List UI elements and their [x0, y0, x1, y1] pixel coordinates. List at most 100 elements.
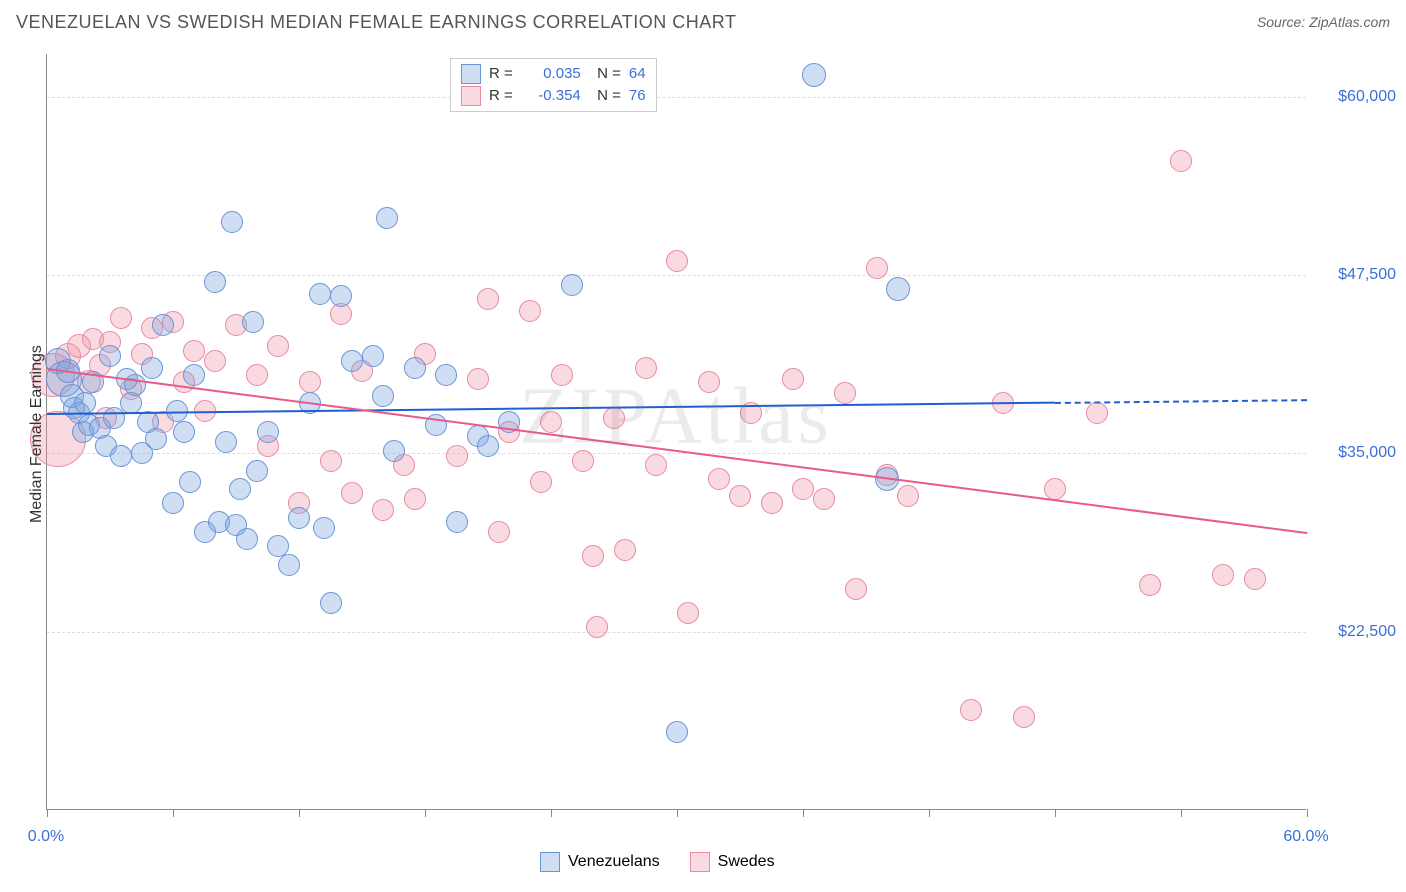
data-point [278, 554, 300, 576]
gridline [47, 275, 1306, 276]
legend-row: R =0.035 N =64 [461, 63, 646, 85]
data-point [267, 335, 289, 357]
data-point [124, 374, 146, 396]
ytick-label: $35,000 [1316, 444, 1396, 462]
legend-n-value: 76 [629, 85, 646, 107]
data-point [845, 578, 867, 600]
xtick-mark [1055, 809, 1056, 817]
gridline [47, 453, 1306, 454]
ytick-label: $60,000 [1316, 88, 1396, 106]
data-point [330, 285, 352, 307]
legend-series-name: Venezuelans [568, 853, 660, 871]
legend-r-label: R = [489, 63, 513, 85]
data-point [372, 499, 394, 521]
xtick-label: 60.0% [1283, 828, 1328, 846]
trendline [1055, 399, 1307, 404]
data-point [446, 445, 468, 467]
trendline [47, 368, 1307, 534]
data-point [866, 257, 888, 279]
legend-n-label: N = [589, 85, 621, 107]
legend-swatch [540, 852, 560, 872]
data-point [179, 471, 201, 493]
data-point [834, 382, 856, 404]
data-point [246, 460, 268, 482]
data-point [162, 492, 184, 514]
data-point [383, 440, 405, 462]
series-legend: Venezuelans Swedes [540, 852, 775, 872]
chart-title: VENEZUELAN VS SWEDISH MEDIAN FEMALE EARN… [16, 12, 736, 33]
data-point [666, 721, 688, 743]
data-point [813, 488, 835, 510]
data-point [99, 345, 121, 367]
legend-item: Swedes [690, 852, 775, 872]
data-point [530, 471, 552, 493]
data-point [960, 699, 982, 721]
xtick-mark [299, 809, 300, 817]
data-point [341, 350, 363, 372]
gridline [47, 97, 1306, 98]
legend-n-label: N = [589, 63, 621, 85]
data-point [477, 288, 499, 310]
data-point [1086, 402, 1108, 424]
data-point [519, 300, 541, 322]
title-bar: VENEZUELAN VS SWEDISH MEDIAN FEMALE EARN… [0, 0, 1406, 44]
data-point [708, 468, 730, 490]
legend-swatch [461, 86, 481, 106]
data-point [204, 350, 226, 372]
data-point [404, 488, 426, 510]
data-point [404, 357, 426, 379]
data-point [586, 616, 608, 638]
xtick-mark [425, 809, 426, 817]
xtick-mark [1307, 809, 1308, 817]
xtick-mark [47, 809, 48, 817]
data-point [309, 283, 331, 305]
data-point [582, 545, 604, 567]
data-point [698, 371, 720, 393]
data-point [645, 454, 667, 476]
data-point [729, 485, 751, 507]
data-point [802, 63, 826, 87]
data-point [204, 271, 226, 293]
data-point [1013, 706, 1035, 728]
data-point [145, 428, 167, 450]
xtick-mark [929, 809, 930, 817]
data-point [635, 357, 657, 379]
data-point [376, 207, 398, 229]
data-point [183, 364, 205, 386]
data-point [886, 277, 910, 301]
data-point [173, 421, 195, 443]
gridline [47, 632, 1306, 633]
data-point [677, 602, 699, 624]
plot-area: $22,500$35,000$47,500$60,000 [46, 54, 1306, 810]
data-point [362, 345, 384, 367]
data-point [561, 274, 583, 296]
legend-row: R = -0.354 N = 76 [461, 85, 646, 107]
data-point [551, 364, 573, 386]
data-point [666, 250, 688, 272]
data-point [1244, 568, 1266, 590]
data-point [372, 385, 394, 407]
data-point [897, 485, 919, 507]
xtick-mark [173, 809, 174, 817]
data-point [320, 592, 342, 614]
data-point [477, 435, 499, 457]
data-point [782, 368, 804, 390]
legend-r-value: -0.354 [521, 85, 581, 107]
data-point [1170, 150, 1192, 172]
legend-r-value: 0.035 [521, 63, 581, 85]
data-point [299, 371, 321, 393]
legend-r-label: R = [489, 85, 513, 107]
data-point [242, 311, 264, 333]
data-point [792, 478, 814, 500]
data-point [229, 478, 251, 500]
data-point [320, 450, 342, 472]
data-point [110, 307, 132, 329]
xtick-mark [803, 809, 804, 817]
correlation-legend: R =0.035 N =64R =-0.354 N =76 [450, 58, 657, 112]
data-point [141, 357, 163, 379]
data-point [488, 521, 510, 543]
data-point [236, 528, 258, 550]
ytick-label: $47,500 [1316, 266, 1396, 284]
data-point [246, 364, 268, 386]
xtick-mark [1181, 809, 1182, 817]
